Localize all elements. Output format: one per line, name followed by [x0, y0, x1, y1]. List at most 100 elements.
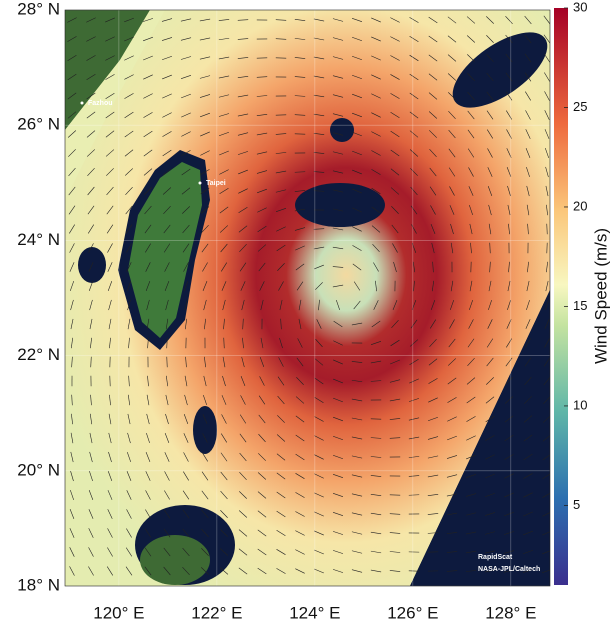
wind-arrow — [505, 34, 513, 44]
wind-arrow — [220, 452, 228, 462]
wind-arrow — [295, 396, 305, 404]
wind-arrow — [544, 110, 550, 120]
wind-arrow — [447, 397, 457, 403]
wind-arrow — [313, 228, 325, 230]
wind-arrow — [391, 224, 399, 234]
wind-arrow — [484, 531, 496, 535]
wind-arrow — [107, 470, 113, 482]
wind-arrow — [182, 243, 190, 253]
wind-arrow — [163, 547, 171, 557]
wind-arrow — [163, 566, 171, 576]
wind-arrow — [409, 111, 419, 119]
wind-arrow — [370, 380, 382, 382]
wind-arrow — [448, 167, 456, 177]
wind-arrow — [450, 242, 454, 254]
wind-arrow — [219, 188, 229, 194]
wind-arrow — [523, 492, 533, 498]
wind-arrow — [506, 319, 512, 329]
wind-arrow — [89, 318, 93, 330]
wind-arrow — [88, 528, 94, 538]
wind-arrow — [184, 375, 188, 387]
wind-arrow — [332, 454, 344, 460]
wind-arrow — [523, 415, 533, 423]
wind-arrow — [449, 319, 455, 329]
wind-arrow — [544, 129, 550, 139]
wind-arrow — [181, 187, 191, 195]
wind-arrow — [89, 413, 93, 425]
colorbar-tick-label: 20 — [573, 198, 587, 213]
wind-arrow — [124, 130, 134, 138]
wind-arrow — [237, 94, 249, 98]
wind-arrow — [467, 338, 475, 348]
wind-arrow — [295, 511, 305, 517]
map-frame — [64, 9, 551, 587]
wind-arrow — [370, 512, 382, 516]
wind-arrow — [487, 319, 493, 329]
wind-arrow — [389, 551, 401, 553]
wind-arrow — [313, 56, 325, 60]
wind-arrow — [71, 356, 73, 368]
wind-arrow — [277, 415, 285, 423]
wind-arrow — [430, 299, 436, 311]
map-area — [65, 10, 550, 586]
islands — [295, 183, 385, 227]
wind-arrow — [237, 75, 249, 79]
wind-arrow — [371, 112, 381, 118]
wind-arrow — [489, 261, 491, 273]
wind-arrow — [526, 280, 530, 292]
wind-arrow — [298, 299, 302, 311]
wind-arrow — [389, 532, 401, 534]
wind-arrow — [543, 53, 550, 63]
wind-arrow — [199, 94, 211, 98]
wind-arrow — [524, 396, 532, 404]
wind-arrow — [447, 35, 457, 43]
wind-arrow — [276, 491, 286, 499]
wind-arrow — [352, 226, 362, 232]
wind-arrow — [202, 281, 208, 291]
wind-arrow — [469, 299, 473, 311]
wind-arrow — [486, 35, 494, 43]
wind-arrow — [220, 490, 228, 500]
wind-arrow — [390, 55, 400, 61]
wind-arrow — [199, 56, 211, 60]
wind-arrow — [180, 37, 192, 41]
wind-arrow — [527, 261, 529, 273]
wind-arrow — [507, 204, 511, 216]
wind-arrow — [146, 299, 150, 311]
wind-arrow — [351, 512, 363, 516]
wind-arrow — [448, 148, 456, 158]
wind-arrow — [448, 92, 456, 100]
wind-arrow — [408, 417, 420, 421]
wind-arrow — [432, 261, 434, 273]
wind-arrow — [202, 414, 208, 424]
wind-arrow — [446, 512, 458, 516]
wind-arrow — [201, 225, 209, 233]
wind-arrow — [67, 73, 77, 81]
wind-arrow — [546, 204, 548, 216]
city-marker — [198, 181, 202, 185]
wind-arrow — [353, 281, 361, 291]
wind-arrow — [258, 414, 266, 424]
wind-arrow — [124, 149, 134, 157]
wind-arrow — [201, 548, 209, 556]
wind-arrow — [277, 395, 285, 405]
wind-arrow — [427, 513, 439, 515]
wind-arrow — [69, 566, 75, 576]
wind-arrow — [128, 375, 130, 387]
wind-arrow — [183, 281, 189, 291]
wind-arrow — [465, 512, 477, 516]
wind-arrow — [181, 131, 191, 137]
wind-arrow — [371, 131, 381, 137]
wind-arrow — [544, 147, 550, 159]
wind-arrow — [257, 548, 267, 556]
wind-arrow — [127, 318, 131, 330]
wind-arrow — [333, 397, 343, 403]
wind-arrow — [468, 167, 474, 177]
wind-arrow — [181, 150, 191, 156]
wind-arrow — [466, 35, 476, 43]
wind-arrow — [200, 150, 210, 156]
wind-arrow — [239, 262, 247, 272]
wind-arrow — [467, 73, 475, 81]
wind-arrow — [390, 168, 400, 176]
wind-arrow — [466, 435, 476, 441]
